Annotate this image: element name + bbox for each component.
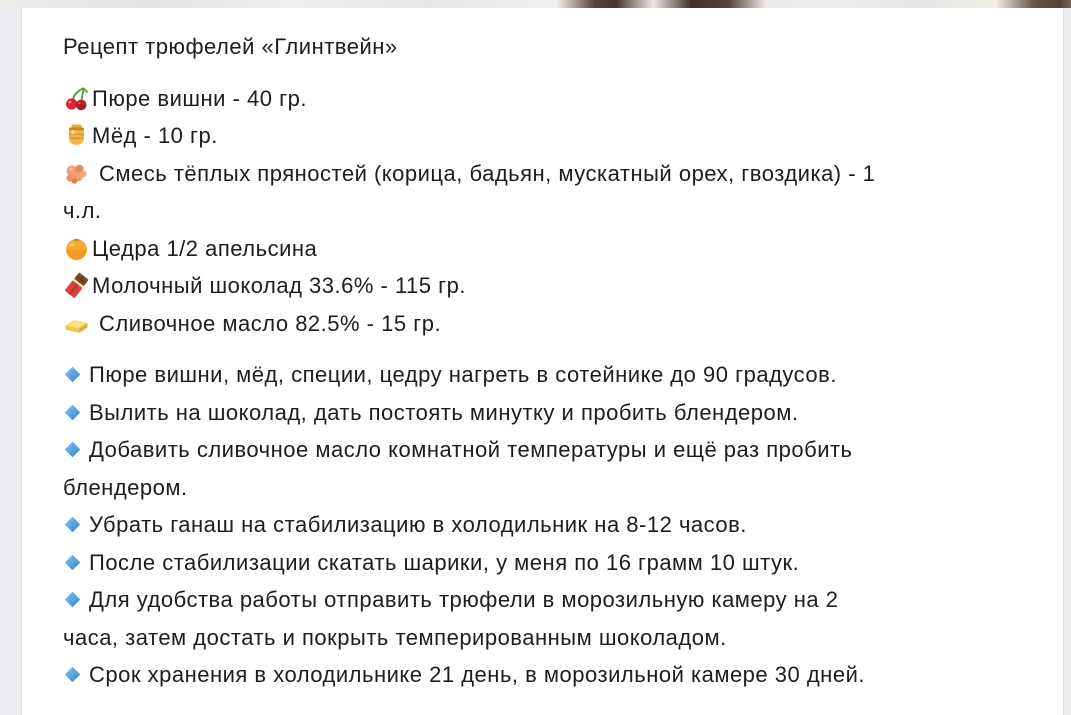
ingredient-text: Цедра 1/2 апельсина (92, 235, 318, 261)
ingredient-item: Сливочное масло 82.5% - 15 гр. (63, 305, 1037, 343)
post-title: Рецепт трюфелей «Глинтвейн» (63, 34, 398, 59)
ingredient-text: Мёд - 10 гр. (92, 123, 218, 148)
ingredient-text: Молочный шоколад 33.6% - 115 гр. (92, 273, 467, 298)
step-item: Срок хранения в холодильнике 21 день, в … (63, 656, 1037, 694)
ingredient-text: Пюре вишни - 40 гр. (92, 85, 307, 111)
step-item: Убрать ганаш на стабилизацию в холодильн… (63, 506, 1037, 544)
step-text: Пюре вишни, мёд, специи, цедру нагреть в… (89, 362, 837, 387)
step-text: Вылить на шоколад, дать постоять минутку… (89, 399, 799, 425)
post-text-card: Рецепт трюфелей «Глинтвейн» Пюре вишни -… (21, 8, 1064, 715)
steps-list: Пюре вишни, мёд, специи, цедру нагреть в… (63, 356, 1037, 694)
step-item: Добавить сливочное масло комнатной темпе… (63, 431, 1037, 506)
cherries-icon (63, 85, 90, 112)
chocolate-bar-icon (63, 272, 90, 299)
butter-icon (63, 310, 90, 337)
ingredient-text: Смесь тёплых пряностей (корица, бадьян, … (63, 160, 876, 224)
step-item: Пюре вишни, мёд, специи, цедру нагреть в… (63, 356, 1037, 394)
blue-diamond-icon (64, 366, 81, 383)
step-item: Вылить на шоколад, дать постоять минутку… (63, 394, 1037, 432)
step-text: Добавить сливочное масло комнатной темпе… (63, 437, 853, 500)
ingredients-list: Пюре вишни - 40 гр. Мёд - 10 гр. Смесь тёп… (63, 80, 1037, 343)
ingredient-item: Мёд - 10 гр. (63, 117, 1037, 155)
step-text: Срок хранения в холодильнике 21 день, в … (89, 662, 865, 687)
blue-diamond-icon (64, 554, 81, 571)
ingredient-item: Смесь тёплых пряностей (корица, бадьян, … (63, 155, 1037, 230)
ginger-root-icon (63, 160, 90, 187)
ingredient-item: Пюре вишни - 40 гр. (63, 80, 1037, 118)
blue-diamond-icon (64, 666, 81, 683)
step-text: Убрать ганаш на стабилизацию в холодильн… (89, 512, 747, 537)
blue-diamond-icon (64, 404, 81, 421)
step-item: После стабилизации скатать шарики, у мен… (63, 544, 1037, 582)
tangerine-icon (63, 235, 90, 262)
blue-diamond-icon (64, 591, 81, 608)
blue-diamond-icon (64, 516, 81, 533)
step-text: После стабилизации скатать шарики, у мен… (89, 549, 800, 575)
step-text: Для удобства работы отправить трюфели в … (63, 587, 839, 650)
ingredient-text: Сливочное масло 82.5% - 15 гр. (99, 310, 442, 336)
step-item: Для удобства работы отправить трюфели в … (63, 581, 1037, 656)
honey-pot-icon (63, 122, 90, 149)
ingredient-item: Молочный шоколад 33.6% - 115 гр. (63, 267, 1037, 305)
post-photo-bottom-edge (0, 0, 1071, 8)
ingredient-item: Цедра 1/2 апельсина (63, 230, 1037, 268)
blue-diamond-icon (64, 441, 81, 458)
